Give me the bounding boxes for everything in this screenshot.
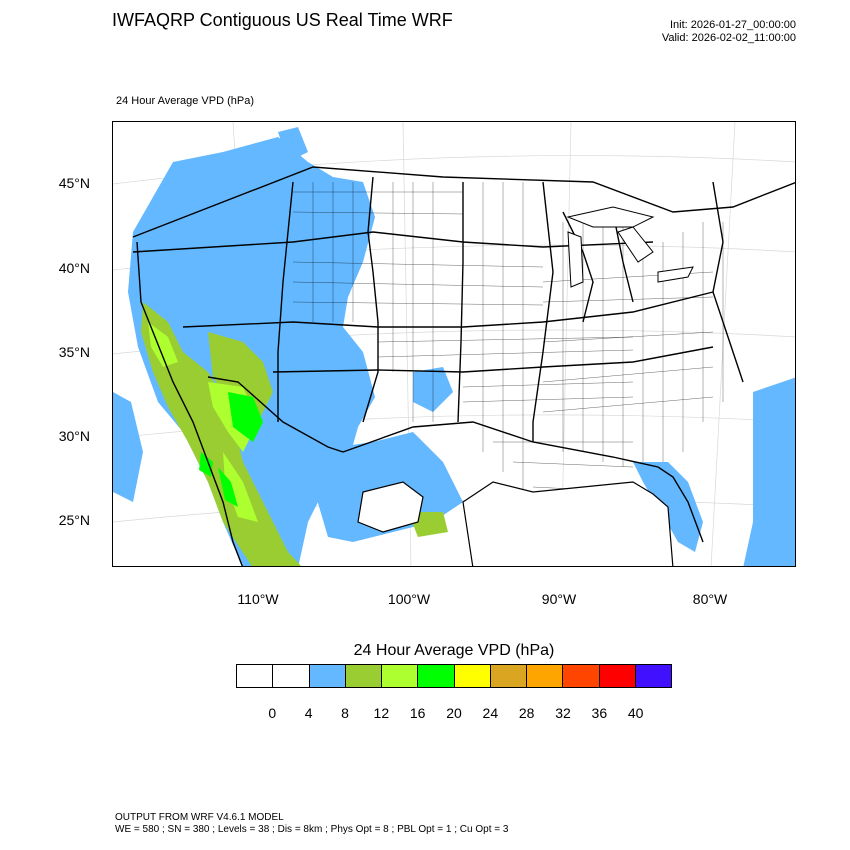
colorbar-box: [418, 665, 455, 687]
plot-title: IWFAQRP Contiguous US Real Time WRF: [112, 10, 453, 30]
model-footer: OUTPUT FROM WRF V4.6.1 MODEL WE = 580 ; …: [115, 812, 508, 836]
gulf: [357, 481, 674, 566]
run-times: Init: 2026-01-27_00:00:00 Valid: 2026-02…: [662, 19, 796, 45]
field-label: 24 Hour Average VPD (hPa): [116, 95, 254, 107]
colorbar-box: [599, 665, 636, 687]
colorbar-title: 24 Hour Average VPD (hPa): [353, 642, 555, 659]
lat-label-35: 35°N: [58, 344, 90, 360]
valid-time: Valid: 2026-02-02_11:00:00: [661, 32, 796, 44]
lat-label-30: 30°N: [58, 428, 90, 444]
lat-label-25: 25°N: [58, 512, 90, 528]
lon-label-110w: 110°W: [237, 591, 279, 607]
colorbar-box: [454, 665, 491, 687]
lat-label-45: 45°N: [58, 175, 90, 191]
colorbar-tick-label: 32: [555, 705, 571, 721]
colorbar-tick-label: 12: [373, 705, 390, 721]
colorbar-box: [490, 665, 527, 687]
lat-label-40: 40°N: [58, 260, 90, 276]
colorbar-box: [527, 665, 564, 687]
colorbar-box: [635, 665, 671, 687]
map-canvas: [113, 122, 795, 566]
colorbar-tick-label: 16: [409, 705, 426, 721]
lon-label-100w: 100°W: [387, 591, 431, 607]
colorbar-box: [382, 665, 419, 687]
colorbar-tick-label: 8: [341, 705, 349, 721]
colorbar-tick-label: 24: [482, 705, 499, 721]
colorbar-box: [345, 665, 382, 687]
colorbar-tick-label: 28: [518, 705, 535, 721]
colorbar-tick-label: 0: [268, 705, 277, 721]
colorbar-tick-label: 40: [627, 705, 644, 721]
lon-label-80w: 80°W: [692, 591, 728, 607]
lon-label-90w: 90°W: [541, 591, 577, 607]
footer-config-line: WE = 580 ; SN = 380 ; Levels = 38 ; Dis …: [115, 824, 509, 835]
colorbar-tick-label: 4: [304, 705, 313, 721]
colorbar-box: [273, 665, 310, 687]
great-lakes: [566, 206, 694, 288]
colorbar-box: [237, 665, 274, 687]
colorbar: [236, 664, 672, 688]
colorbar-tick-label: 20: [446, 705, 462, 721]
footer-model-line: OUTPUT FROM WRF V4.6.1 MODEL: [115, 812, 284, 823]
vpd-green-regions: [199, 392, 263, 507]
colorbar-box: [309, 665, 346, 687]
colorbar-box: [563, 665, 600, 687]
colorbar-tick-label: 36: [591, 705, 608, 721]
init-time: Init: 2026-01-27_00:00:00: [670, 19, 796, 31]
map-panel: [112, 121, 796, 567]
